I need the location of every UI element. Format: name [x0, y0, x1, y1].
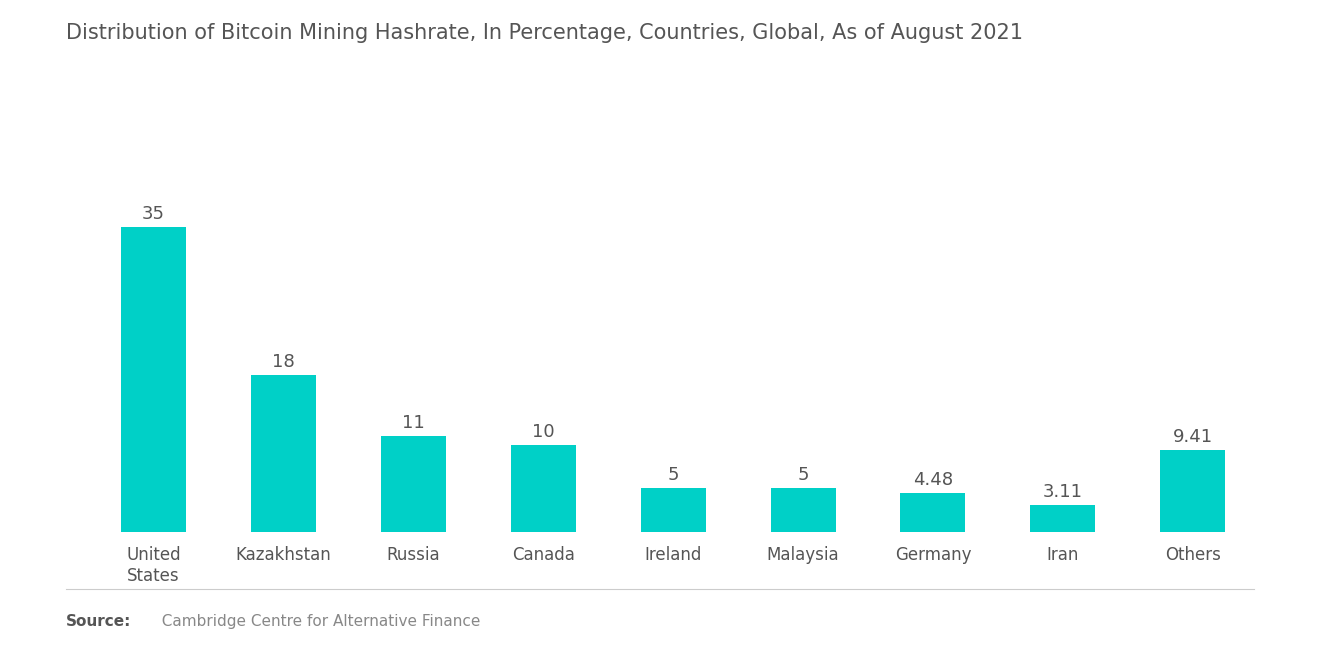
Text: 10: 10: [532, 422, 554, 441]
Text: 9.41: 9.41: [1172, 428, 1213, 446]
Bar: [251, 375, 315, 532]
Text: 11: 11: [403, 414, 425, 432]
Text: Distribution of Bitcoin Mining Hashrate, In Percentage, Countries, Global, As of: Distribution of Bitcoin Mining Hashrate,…: [66, 23, 1023, 43]
Bar: [511, 445, 576, 532]
Bar: [640, 489, 706, 532]
Text: 35: 35: [143, 205, 165, 223]
Text: 3.11: 3.11: [1043, 483, 1082, 501]
Bar: [121, 227, 186, 532]
Bar: [381, 436, 446, 532]
Text: Source:: Source:: [66, 614, 132, 629]
Text: 18: 18: [272, 353, 294, 371]
Text: 4.48: 4.48: [913, 471, 953, 489]
Bar: [771, 489, 836, 532]
Bar: [1160, 450, 1225, 532]
Text: 5: 5: [797, 466, 809, 484]
Bar: [900, 493, 965, 532]
Text: Cambridge Centre for Alternative Finance: Cambridge Centre for Alternative Finance: [152, 614, 480, 629]
Text: 5: 5: [668, 466, 678, 484]
Bar: [1031, 505, 1096, 532]
